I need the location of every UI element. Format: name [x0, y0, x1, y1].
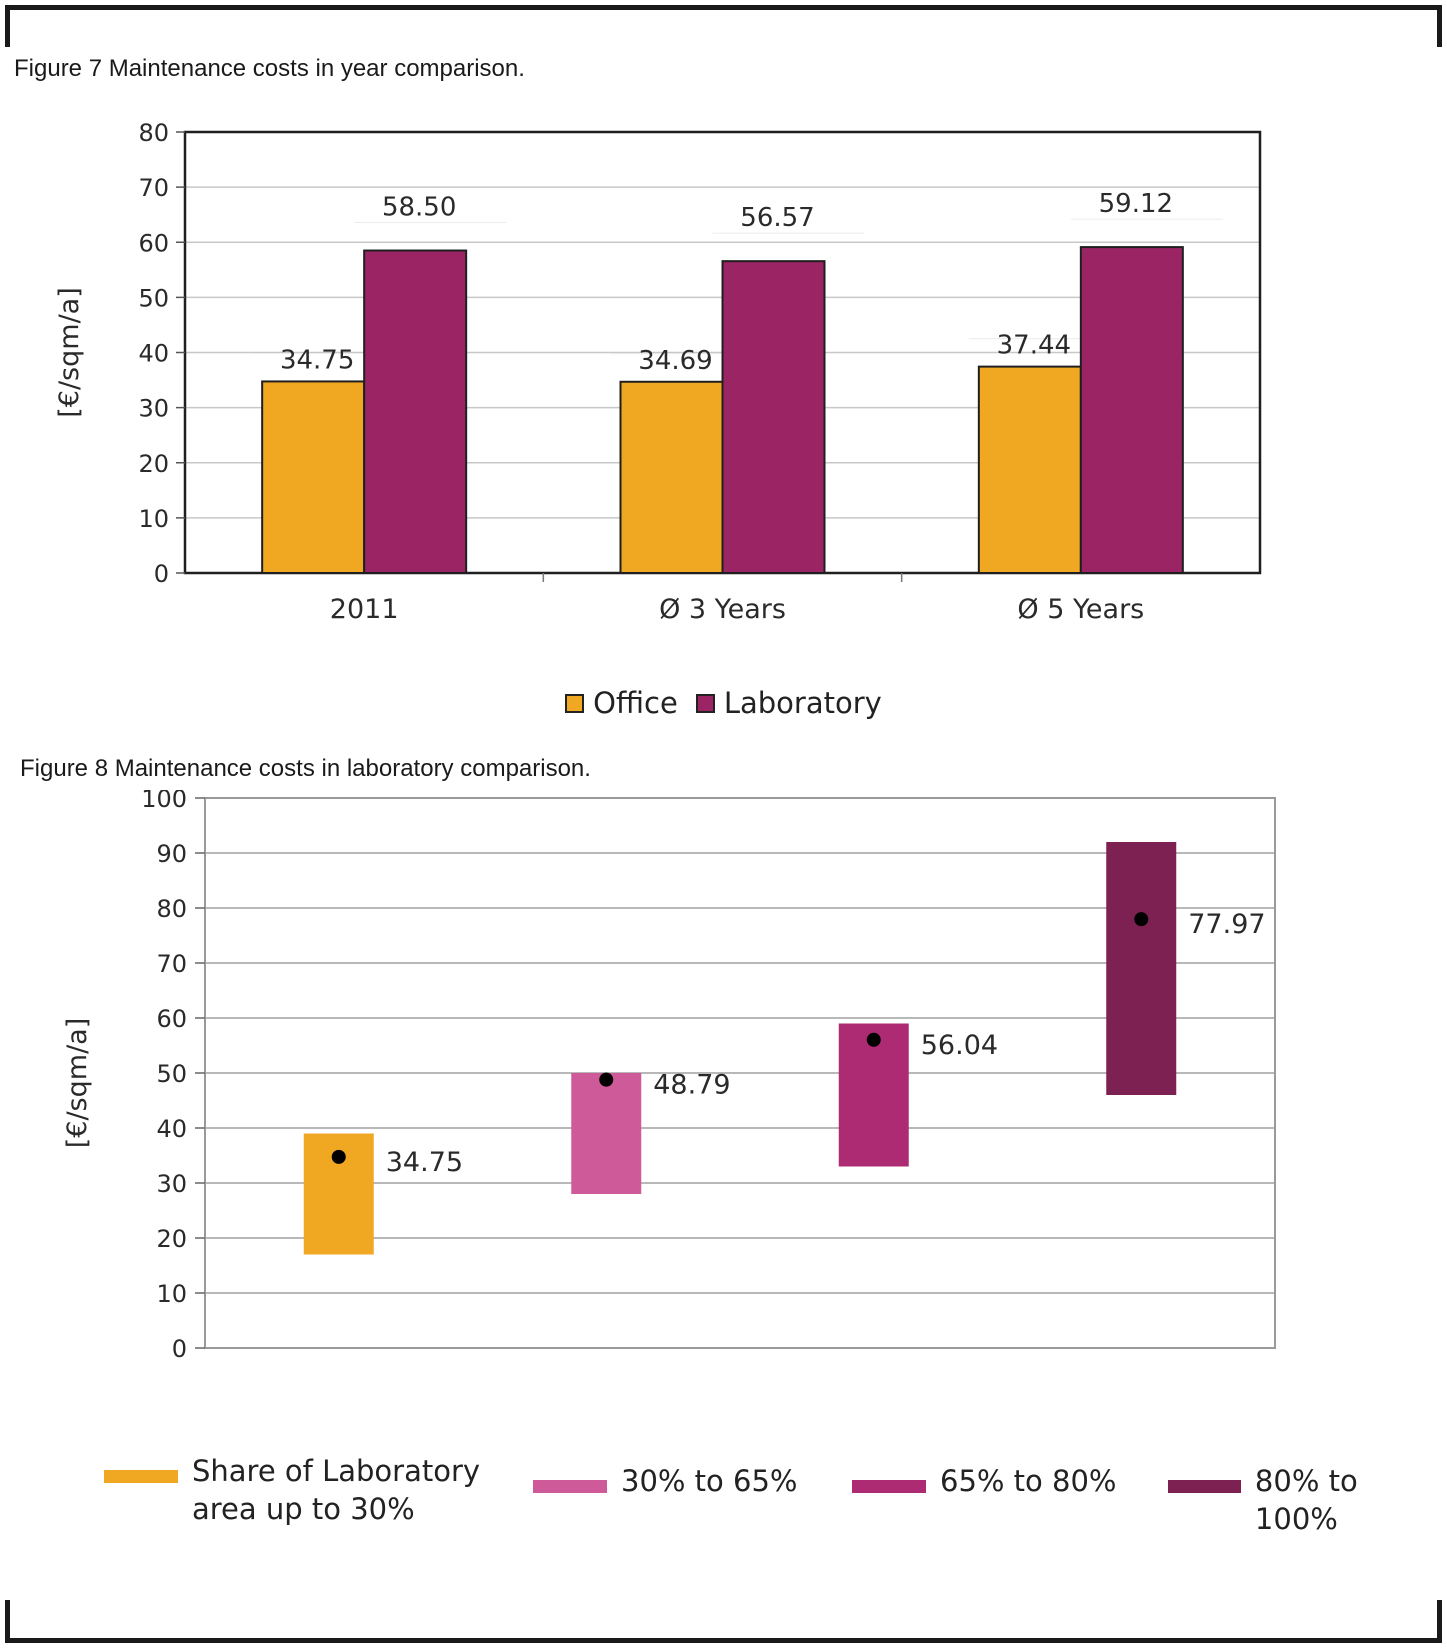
legend-label-80-to-100: 80% to 100% — [1254, 1464, 1358, 1536]
y-tick-label-90: 90 — [156, 840, 187, 868]
mean-marker-30-to-65 — [599, 1072, 614, 1087]
legend-item-65-to-80: 65% to 80% — [852, 1462, 1116, 1500]
data-label-office-3-years: 34.69 — [638, 346, 712, 376]
frame-top-right-tick — [1437, 5, 1442, 47]
y-tick-label-40: 40 — [156, 1115, 187, 1143]
legend-item-laboratory: Laboratory — [695, 686, 882, 720]
y-tick-label-70: 70 — [156, 950, 187, 978]
data-label-80-to-100: 77.97 — [1188, 909, 1265, 940]
bar-office-3-years — [619, 380, 724, 574]
y-tick-label-20: 20 — [138, 450, 169, 478]
mean-marker-65-to-80 — [866, 1032, 881, 1047]
y-tick-label-30: 30 — [138, 395, 169, 423]
data-label-laboratory-3-years: 56.57 — [740, 203, 814, 233]
y-tick-label-100: 100 — [141, 790, 187, 813]
y-tick-label-10: 10 — [138, 505, 169, 533]
data-label-laboratory-2011: 58.50 — [382, 193, 456, 223]
figure8-legend: Share of Laboratory area up to 30% 30% t… — [0, 1452, 1447, 1542]
figure7-title: Figure 7 Maintenance costs in year compa… — [14, 55, 525, 82]
y-tick-label-50: 50 — [156, 1060, 187, 1088]
legend-swatch-80-to-100 — [1168, 1480, 1241, 1493]
x-tick-label-2011: 2011 — [330, 594, 399, 625]
y-tick-label-60: 60 — [156, 1005, 187, 1033]
frame-top-line — [5, 5, 1442, 10]
legend-item-30-to-65: 30% to 65% — [533, 1462, 797, 1500]
legend-label-up-to-30: Share of Laboratory area up to 30% — [192, 1454, 481, 1526]
y-tick-label-40: 40 — [138, 340, 169, 368]
frame-bottom-right-tick — [1437, 1600, 1442, 1643]
legend-swatch-laboratory — [695, 693, 715, 713]
bar-office-5-years — [977, 365, 1082, 574]
legend-swatch-up-to-30 — [104, 1470, 178, 1483]
mean-marker-share-of-laboratory-area-up-to-30 — [331, 1149, 346, 1164]
y-tick-label-70: 70 — [138, 174, 169, 202]
frame-bottom-line — [5, 1638, 1442, 1643]
y-tick-label-30: 30 — [156, 1170, 187, 1198]
legend-label-laboratory: Laboratory — [723, 686, 882, 720]
legend-item-up-to-30: Share of Laboratory area up to 30% — [104, 1452, 480, 1528]
y-tick-label-0: 0 — [154, 560, 169, 588]
y-tick-label-60: 60 — [138, 229, 169, 257]
x-tick-label-5-years: Ø 5 Years — [1017, 594, 1144, 625]
y-axis-label: [€/sqm/a] — [54, 287, 85, 418]
legend-swatch-30-to-65 — [533, 1480, 607, 1493]
y-tick-label-80: 80 — [156, 895, 187, 923]
data-label-share-of-laboratory-area-up-to-30: 34.75 — [386, 1147, 463, 1178]
figure7-chart: 0 10 20 30 40 50 60 70 80 [€/sqm/a] 2011 34.75 58.50… — [54, 119, 1262, 625]
legend-label-65-to-80: 65% to 80% — [940, 1464, 1117, 1498]
frame-top-left-tick — [5, 5, 10, 47]
data-label-65-to-80: 56.04 — [921, 1030, 998, 1061]
mean-marker-80-to-100 — [1134, 912, 1149, 927]
frame-bottom-left-tick — [5, 1600, 10, 1643]
figure8-chart: 0 10 20 30 40 50 60 70 80 90 100 [€/sqm/a] 34.75 48.7… — [62, 790, 1276, 1363]
legend-label-office: Office — [593, 686, 678, 720]
y-axis-label: [€/sqm/a] — [62, 1018, 93, 1149]
bar-laboratory-5-years — [1079, 246, 1184, 574]
y-tick-label-0: 0 — [172, 1335, 187, 1363]
bar-office-2011 — [261, 380, 366, 574]
y-tick-label-20: 20 — [156, 1225, 187, 1253]
bar-laboratory-2011 — [363, 249, 468, 575]
data-label-laboratory-5-years: 59.12 — [1099, 189, 1173, 219]
figure7-legend: Office Laboratory — [0, 686, 1447, 720]
range-bar-65-to-80 — [838, 1023, 909, 1167]
data-label-office-5-years: 37.44 — [997, 331, 1071, 361]
legend-item-office: Office — [565, 686, 678, 720]
x-tick-label-3-years: Ø 3 Years — [659, 594, 786, 625]
range-bar-30-to-65 — [571, 1073, 642, 1194]
legend-swatch-65-to-80 — [852, 1480, 926, 1493]
legend-swatch-office — [565, 693, 585, 713]
data-label-30-to-65: 48.79 — [653, 1070, 730, 1101]
y-tick-label-50: 50 — [138, 284, 169, 312]
figure8-title: Figure 8 Maintenance costs in laboratory… — [20, 755, 591, 782]
legend-label-30-to-65: 30% to 65% — [621, 1464, 798, 1498]
range-bar-80-to-100 — [1106, 842, 1177, 1095]
y-tick-label-80: 80 — [138, 119, 169, 147]
data-label-office-2011: 34.75 — [280, 345, 354, 375]
y-tick-label-10: 10 — [156, 1280, 187, 1308]
legend-item-80-to-100: 80% to 100% — [1168, 1462, 1447, 1538]
bar-laboratory-3-years — [721, 260, 826, 574]
